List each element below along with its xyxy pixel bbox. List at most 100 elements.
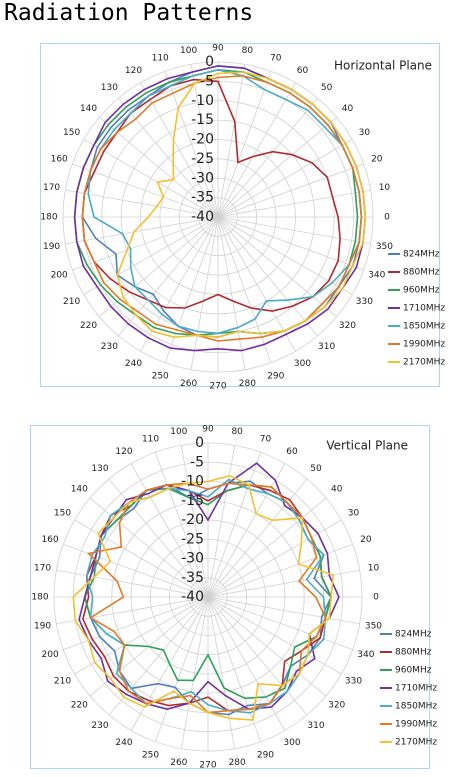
radial-tick-label: -10 xyxy=(191,93,214,109)
grid-spoke xyxy=(207,452,262,598)
angle-label: 80 xyxy=(231,427,243,437)
grid-spoke xyxy=(65,216,219,245)
radial-tick-label: -5 xyxy=(190,454,204,470)
angle-label: 220 xyxy=(71,700,88,710)
grid-spoke xyxy=(207,478,308,598)
angle-label: 170 xyxy=(34,563,51,573)
series-line xyxy=(87,68,363,335)
angle-label: 350 xyxy=(376,242,393,252)
angle-label: 340 xyxy=(368,270,385,280)
angle-label: 90 xyxy=(212,44,224,54)
grid-spoke xyxy=(207,519,342,598)
grid-spoke xyxy=(217,98,318,218)
angle-label: 200 xyxy=(42,650,59,660)
angle-label: 150 xyxy=(63,128,80,138)
radial-tick-label: 0 xyxy=(205,54,214,70)
legend-label: 1850MHz xyxy=(395,702,437,712)
angle-label: 310 xyxy=(307,721,324,731)
angle-label: 160 xyxy=(42,535,59,545)
angle-label: 40 xyxy=(342,104,354,114)
series-line xyxy=(72,474,334,721)
angle-label: 270 xyxy=(199,761,216,771)
angle-label: 180 xyxy=(31,593,48,603)
angle-label: 20 xyxy=(360,535,372,545)
grid-spoke xyxy=(63,596,209,651)
angle-label: 190 xyxy=(34,622,51,632)
angle-label: 300 xyxy=(294,359,311,369)
legend-label: 960MHz xyxy=(395,666,432,676)
radial-tick-label: -20 xyxy=(191,132,214,148)
chart-frame xyxy=(30,425,430,769)
legend-label: 1990MHz xyxy=(403,340,445,350)
angle-label: 10 xyxy=(368,563,380,573)
grid-spoke xyxy=(207,596,360,625)
angle-label: 240 xyxy=(115,738,132,748)
angle-label: 230 xyxy=(91,721,108,731)
grid-spoke xyxy=(207,497,327,598)
angle-label: 0 xyxy=(373,593,379,603)
grid-spoke xyxy=(83,139,219,218)
legend-label: 880MHz xyxy=(403,268,440,278)
grid-spoke xyxy=(190,64,219,218)
angle-label: 130 xyxy=(101,83,118,93)
grid-spoke xyxy=(207,596,262,742)
angle-label: 350 xyxy=(365,622,382,632)
grid-spoke xyxy=(74,596,209,675)
grid-spoke xyxy=(72,216,219,271)
grid-spoke xyxy=(56,596,209,625)
grid-spoke xyxy=(217,163,364,218)
chart-title: Horizontal Plane xyxy=(334,59,432,73)
angle-label: 280 xyxy=(229,758,246,768)
grid-spoke xyxy=(207,596,342,675)
series-line xyxy=(81,74,363,342)
grid-spoke xyxy=(65,189,219,218)
angle-label: 200 xyxy=(51,270,68,280)
angle-label: 100 xyxy=(180,46,197,56)
angle-label: 80 xyxy=(242,46,254,56)
radial-tick-label: -5 xyxy=(200,73,214,89)
grid-spoke xyxy=(217,216,272,363)
legend-label: 1990MHz xyxy=(395,720,437,730)
angle-label: 50 xyxy=(310,464,322,474)
grid-spoke xyxy=(99,117,219,218)
angle-label: 50 xyxy=(321,83,333,93)
angle-label: 260 xyxy=(170,758,187,768)
angle-label: 90 xyxy=(202,425,214,435)
series-line xyxy=(116,71,367,339)
grid-spoke xyxy=(118,216,219,336)
legend-label: 960MHz xyxy=(403,286,440,296)
grid-spoke xyxy=(207,596,236,749)
grid-spoke xyxy=(207,543,353,598)
radial-tick-label: -20 xyxy=(181,512,204,528)
angle-label: 180 xyxy=(40,213,57,223)
grid-spoke xyxy=(217,82,296,218)
angle-label: 230 xyxy=(101,342,118,352)
angle-label: 210 xyxy=(54,677,71,687)
grid-spoke xyxy=(217,117,337,218)
angle-label: 270 xyxy=(209,382,226,392)
chart-frame xyxy=(40,43,440,387)
series-line xyxy=(78,462,340,711)
legend-label: 1710MHz xyxy=(403,304,445,314)
grid-spoke xyxy=(207,463,286,598)
angle-label: 300 xyxy=(283,738,300,748)
grid-spoke xyxy=(108,478,209,598)
legend-label: 2170MHz xyxy=(395,738,437,748)
grid-spoke xyxy=(207,596,353,651)
grid-spoke xyxy=(207,445,236,598)
angle-label: 310 xyxy=(318,342,335,352)
angle-label: 130 xyxy=(91,464,108,474)
radial-tick-label: -10 xyxy=(181,474,204,490)
grid-spoke xyxy=(140,82,219,218)
angle-label: 290 xyxy=(267,371,284,381)
angle-label: 190 xyxy=(43,242,60,252)
angle-label: 240 xyxy=(125,359,142,369)
radial-tick-label: -30 xyxy=(181,551,204,567)
grid-spoke xyxy=(72,163,219,218)
legend-label: 880MHz xyxy=(395,648,432,658)
angle-label: 60 xyxy=(297,66,309,76)
angle-label: 70 xyxy=(260,435,272,445)
grid-spoke xyxy=(207,596,327,697)
